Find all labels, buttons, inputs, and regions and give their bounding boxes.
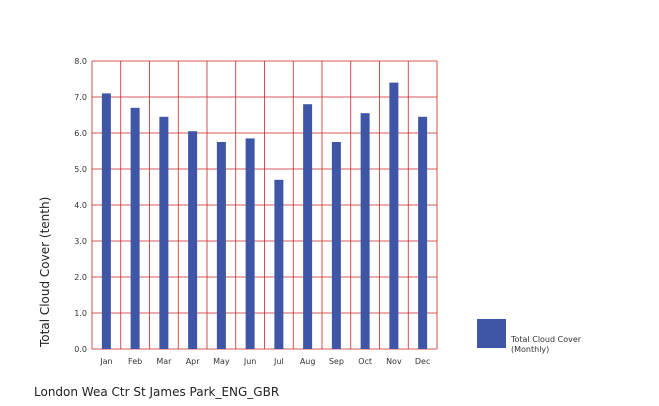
x-tick-label: May xyxy=(213,357,230,366)
bar-dec xyxy=(418,116,428,349)
bar-jun xyxy=(245,138,255,349)
y-tick-label: 5.0 xyxy=(74,165,87,174)
bar-apr xyxy=(188,131,198,349)
y-tick-label: 3.0 xyxy=(74,237,87,246)
station-caption: London Wea Ctr St James Park_ENG_GBR xyxy=(34,385,280,399)
bar-sep xyxy=(331,142,341,349)
y-axis-label: Total Cloud Cover (tenth) xyxy=(38,197,52,348)
legend-swatch xyxy=(477,319,506,348)
x-tick-label: Aug xyxy=(300,357,316,366)
x-tick-label: Feb xyxy=(128,357,142,366)
y-tick-label: 7.0 xyxy=(74,93,87,102)
bar-may xyxy=(216,142,226,349)
legend-label-line2: (Monthly) xyxy=(511,345,550,354)
bars xyxy=(101,82,428,350)
x-tick-label: Jan xyxy=(99,357,112,366)
bar-jan xyxy=(101,93,111,350)
x-tick-label: Nov xyxy=(386,357,402,366)
x-tick-label: Oct xyxy=(358,357,372,366)
bar-mar xyxy=(159,116,169,349)
y-tick-labels: 0.0 1.0 2.0 3.0 4.0 5.0 6.0 7.0 8.0 xyxy=(74,57,87,354)
bar-aug xyxy=(303,104,313,349)
legend-label-line1: Total Cloud Cover xyxy=(511,335,582,344)
x-tick-label: Sep xyxy=(329,357,344,366)
bar-feb xyxy=(130,107,140,349)
y-tick-label: 6.0 xyxy=(74,129,87,138)
x-tick-labels: Jan Feb Mar Apr May Jun Jul Aug Sep Oct Nov Dec xyxy=(99,357,430,366)
bar-jul xyxy=(274,179,284,349)
y-tick-label: 4.0 xyxy=(74,201,87,210)
bar-oct xyxy=(360,113,370,349)
grid xyxy=(91,60,438,350)
bar-nov xyxy=(389,82,399,349)
legend: Total Cloud Cover (Monthly) xyxy=(477,319,581,355)
legend-label: Total Cloud Cover (Monthly) xyxy=(511,335,581,355)
y-tick-label: 0.0 xyxy=(74,345,87,354)
x-tick-label: Dec xyxy=(415,357,430,366)
x-tick-label: Jul xyxy=(273,357,284,366)
x-tick-label: Apr xyxy=(186,357,201,366)
x-tick-label: Jun xyxy=(243,357,257,366)
x-tick-label: Mar xyxy=(156,357,172,366)
y-tick-label: 2.0 xyxy=(74,273,87,282)
y-tick-label: 8.0 xyxy=(74,57,87,66)
y-tick-label: 1.0 xyxy=(74,309,87,318)
